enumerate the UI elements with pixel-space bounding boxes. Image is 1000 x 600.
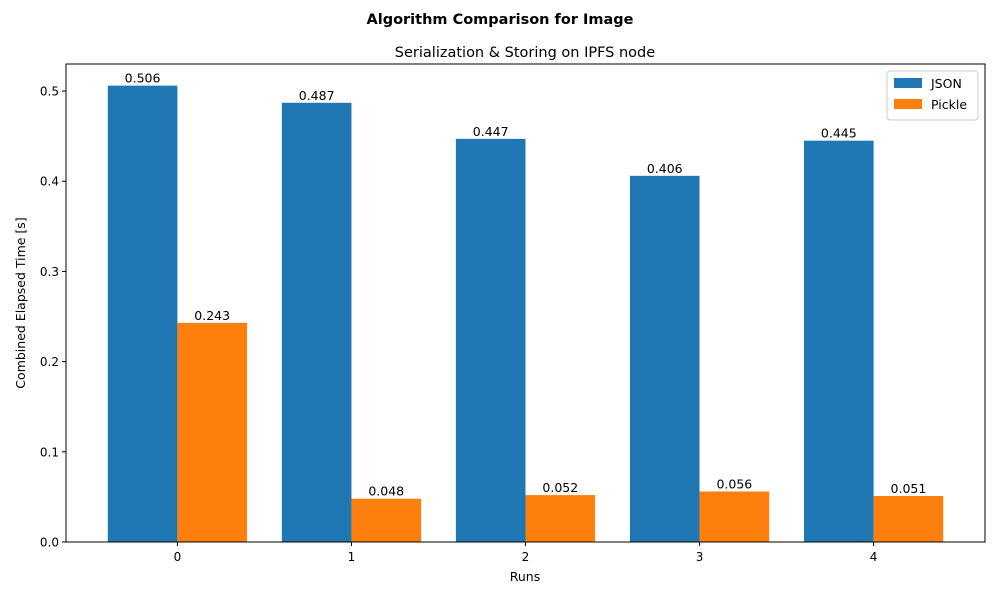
x-tick-label: 1 — [348, 550, 356, 564]
bar-label-pickle-4: 0.051 — [891, 481, 927, 496]
legend-label-json: JSON — [930, 76, 962, 91]
legend-label-pickle: Pickle — [931, 97, 967, 112]
bar-label-pickle-1: 0.048 — [368, 484, 404, 499]
y-axis-label: Combined Elapsed Time [s] — [13, 217, 28, 388]
y-tick-label: 0.5 — [40, 85, 59, 99]
x-axis-label: Runs — [510, 569, 540, 584]
chart-title: Serialization & Storing on IPFS node — [395, 45, 655, 61]
bar-label-json-0: 0.506 — [125, 71, 161, 86]
bar-label-json-4: 0.445 — [821, 126, 857, 141]
legend: JSON Pickle — [886, 70, 979, 121]
plot-frame — [65, 63, 986, 543]
bar-pickle-2 — [525, 495, 596, 542]
bar-label-json-2: 0.447 — [473, 124, 509, 139]
bar-label-json-1: 0.487 — [299, 88, 335, 103]
bar-label-pickle-0: 0.243 — [194, 308, 230, 323]
bar-pickle-1 — [351, 498, 422, 542]
x-tick-label: 3 — [696, 550, 704, 564]
legend-swatch-json — [894, 78, 922, 88]
bar-pickle-4 — [873, 496, 944, 542]
x-tick-label: 2 — [522, 550, 530, 564]
bar-pickle-0 — [177, 322, 248, 542]
bar-json-4 — [803, 140, 874, 542]
y-tick-label: 0.2 — [40, 355, 59, 369]
x-tick-label: 0 — [174, 550, 182, 564]
bar-label-json-3: 0.406 — [647, 161, 683, 176]
bar-json-2 — [455, 138, 526, 542]
bar-pickle-3 — [699, 491, 770, 542]
y-tick-label: 0.0 — [40, 536, 59, 550]
y-tick-label: 0.3 — [40, 265, 59, 279]
x-tick-label: 4 — [870, 550, 878, 564]
legend-swatch-pickle — [894, 99, 922, 109]
bar-label-pickle-3: 0.056 — [716, 476, 752, 491]
bar-json-0 — [107, 85, 178, 542]
bar-label-pickle-2: 0.052 — [542, 480, 578, 495]
bar-json-3 — [629, 175, 700, 542]
chart-suptitle: Algorithm Comparison for Image — [367, 12, 634, 28]
y-tick-label: 0.4 — [40, 175, 59, 189]
bar-json-1 — [281, 102, 352, 543]
y-tick-label: 0.1 — [40, 445, 59, 459]
